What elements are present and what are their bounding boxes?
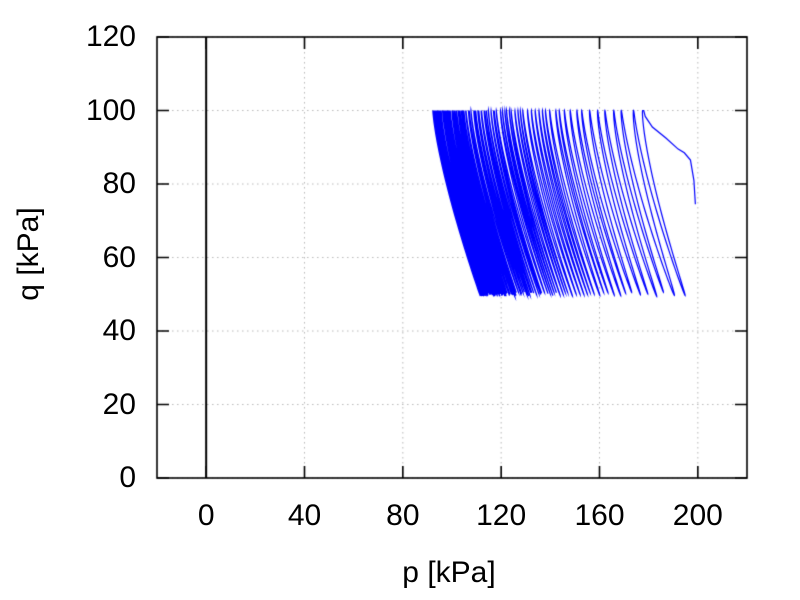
x-tick-label: 200 — [672, 499, 723, 532]
x-tick-label: 120 — [476, 499, 527, 532]
x-tick-label: 160 — [574, 499, 625, 532]
y-tick-label: 60 — [102, 240, 136, 274]
y-tick-label: 40 — [102, 314, 136, 347]
x-tick-label: 0 — [197, 499, 215, 532]
x-axis-label: p [kPa] — [402, 556, 496, 589]
y-tick-label: 0 — [119, 461, 136, 494]
x-tick-label: 80 — [386, 499, 420, 532]
x-tick-label: 40 — [287, 499, 322, 532]
y-tick-label: 20 — [102, 387, 136, 421]
y-tick-label: 80 — [102, 167, 136, 200]
y-tick-label: 100 — [85, 93, 136, 127]
y-tick-label: 120 — [85, 20, 136, 53]
y-axis-label: q [kPa] — [12, 207, 45, 301]
